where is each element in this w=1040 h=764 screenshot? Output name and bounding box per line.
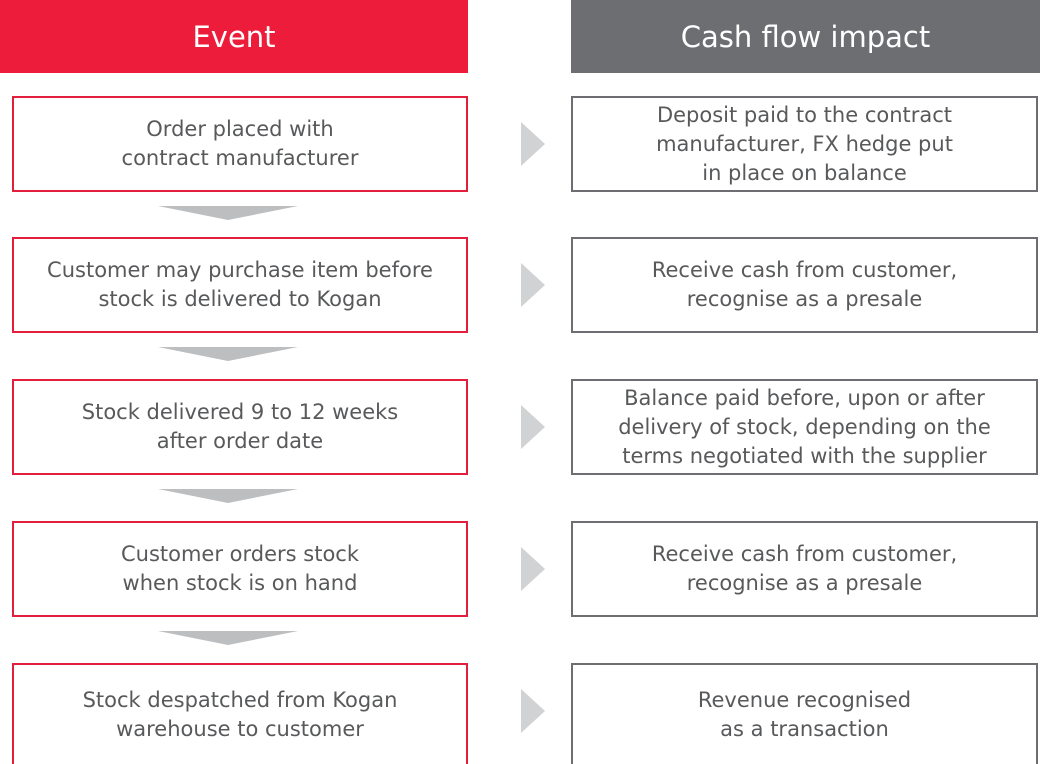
event-header: Event [0,0,468,73]
impact-text: in place on balance [702,160,907,185]
down-arrow [158,489,298,503]
impact-text: Balance paid before, upon or after [624,385,985,410]
event-text: Stock delivered 9 to 12 weeks [81,400,399,424]
event-text: after order date [156,429,324,453]
right-arrow [521,122,545,166]
impact-box: Deposit paid to the contract manufacturer… [571,96,1038,192]
event-text: Order placed with [146,117,334,141]
impact-box: Receive cash from customer, recognise as … [571,237,1038,333]
impact-text: Revenue recognised [697,687,912,712]
event-box: Stock delivered 9 to 12 weeks after order… [12,379,468,475]
down-arrow [158,347,298,361]
event-box: Stock despatched from Kogan warehouse to … [12,663,468,764]
impact-box: Receive cash from customer, recognise as … [571,521,1038,617]
event-text: Customer may purchase item before [47,258,433,282]
right-arrow [521,405,545,449]
right-arrow [521,263,545,307]
event-box: Customer may purchase item before stock i… [12,237,468,333]
impact-header: Cash flow impact [571,0,1040,73]
event-box: Order placed with contract manufacturer [12,96,468,192]
event-text: Customer orders stock [120,542,360,566]
event-text: contract manufacturer [121,146,359,170]
impact-text: terms negotiated with the supplier [622,443,987,468]
event-text: when stock is on hand [122,571,358,595]
right-arrow [521,547,545,591]
event-text: warehouse to customer [116,716,364,741]
impact-box: Revenue recognised as a transaction [571,663,1038,764]
down-arrow [158,206,298,220]
impact-text: recognise as a presale [686,571,923,595]
impact-text: delivery of stock, depending on the [618,414,991,439]
event-box: Customer orders stock when stock is on ha… [12,521,468,617]
event-text: stock is delivered to Kogan [98,287,382,311]
impact-box: Balance paid before, upon or after delive… [571,379,1038,475]
right-arrow [521,689,545,733]
impact-text: Deposit paid to the contract [656,102,953,127]
impact-text: recognise as a presale [686,287,923,311]
impact-text: manufacturer, FX hedge put [656,131,953,156]
down-arrow [158,631,298,645]
event-text: Stock despatched from Kogan [82,687,398,712]
impact-text: Receive cash from customer, [651,258,958,282]
impact-text: Receive cash from customer, [651,542,958,566]
impact-text: as a transaction [720,716,889,741]
